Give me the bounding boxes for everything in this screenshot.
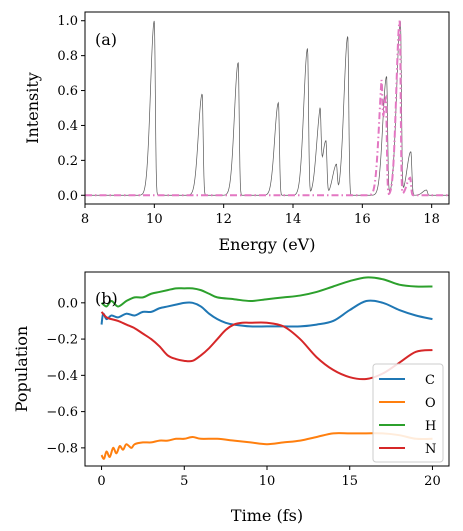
- x-tick-label: 16: [354, 212, 371, 227]
- y-tick-label: 0.2: [57, 154, 78, 169]
- panel-b-y-axis-label: Population: [12, 326, 31, 412]
- panel-b-x-ticks: 0 5 10 15 20: [97, 466, 441, 489]
- panel-b-population: 0 5 10 15 20 0.0 −0.2 −0.4 −0.6 −0.8 (b) Time (f…: [12, 271, 450, 525]
- y-tick-label: −0.2: [46, 333, 78, 348]
- spectrum-solid-series: [85, 20, 449, 196]
- panel-b-label: (b): [95, 289, 118, 308]
- legend-label-c: C: [425, 373, 435, 388]
- panel-a-x-ticks: 8 10 12 14 16 18: [81, 204, 440, 227]
- x-tick-label: 12: [215, 212, 232, 227]
- y-tick-label: 0.0: [57, 189, 78, 204]
- population-series-o: [100, 432, 433, 460]
- panel-a-y-axis-label: Intensity: [23, 72, 42, 144]
- panel-a-frame: [84, 11, 450, 205]
- y-tick-label: −0.8: [46, 441, 78, 456]
- population-series-h: [100, 276, 433, 308]
- x-tick-label: 14: [285, 212, 302, 227]
- y-tick-label: −0.6: [46, 405, 78, 420]
- panel-a-plot-area: [85, 20, 449, 197]
- panel-b-plot-area: [100, 276, 433, 460]
- x-tick-label: 10: [259, 474, 276, 489]
- x-tick-label: 5: [180, 474, 188, 489]
- panel-a-y-ticks: 0.0 0.2 0.4 0.6 0.8 1.0: [57, 14, 85, 204]
- legend-box: [372, 363, 444, 463]
- x-tick-label: 8: [81, 212, 89, 227]
- legend-label-o: O: [425, 396, 436, 411]
- y-tick-label: 0.6: [57, 84, 78, 99]
- y-tick-label: 0.0: [57, 296, 78, 311]
- x-tick-label: 20: [424, 474, 441, 489]
- y-tick-label: 0.4: [57, 119, 78, 134]
- panel-b-y-ticks: 0.0 −0.2 −0.4 −0.6 −0.8: [46, 296, 85, 456]
- panel-a-label: (a): [95, 30, 117, 49]
- panel-a-energy-spectrum: 8 10 12 14 16 18 0.0 0.2 0.4 0.6 0.8 1.0 (a) Energ…: [23, 11, 450, 254]
- x-tick-label: 0: [97, 474, 105, 489]
- legend-label-h: H: [425, 419, 436, 434]
- y-tick-label: 1.0: [57, 14, 78, 29]
- x-tick-label: 15: [341, 474, 358, 489]
- spectrum-dashdot-series: [85, 20, 449, 197]
- population-series-c: [100, 299, 433, 328]
- panel-a-x-axis-label: Energy (eV): [219, 235, 316, 254]
- population-series-n: [100, 311, 433, 381]
- x-tick-label: 10: [146, 212, 163, 227]
- x-tick-label: 18: [423, 212, 440, 227]
- panel-b-x-axis-label: Time (fs): [231, 506, 303, 525]
- y-tick-label: 0.8: [57, 49, 78, 64]
- y-tick-label: −0.4: [46, 369, 78, 384]
- legend-label-n: N: [425, 442, 436, 457]
